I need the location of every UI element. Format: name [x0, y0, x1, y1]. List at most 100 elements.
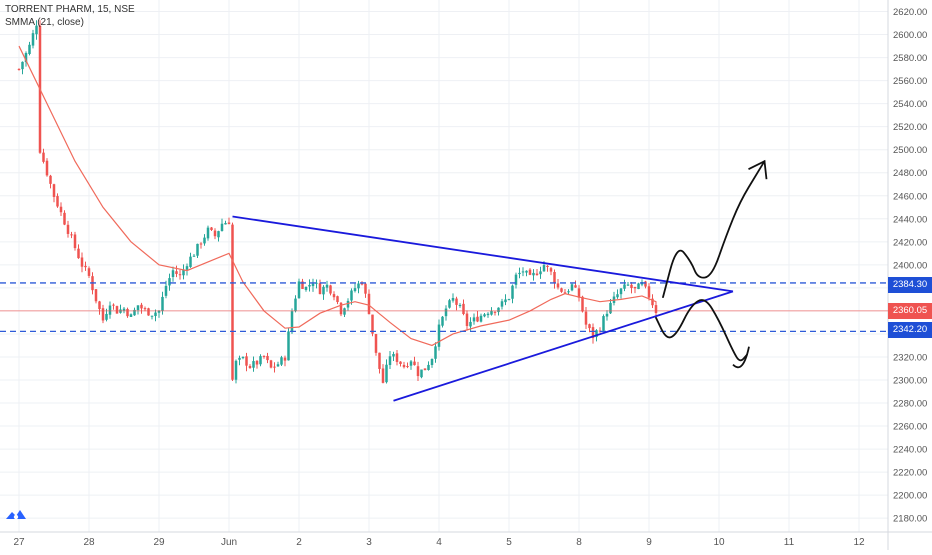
- candle-body: [329, 285, 332, 294]
- y-tick-label: 2540.00: [893, 99, 927, 110]
- candle-body: [343, 308, 346, 315]
- candle-body: [339, 302, 343, 315]
- chart-symbol-title: TORRENT PHARM, 15, NSE: [5, 4, 135, 15]
- candle-body: [549, 268, 553, 272]
- candle-body: [490, 311, 493, 315]
- candle-body: [28, 44, 31, 54]
- bullish-projection-curve: [662, 160, 766, 298]
- candle-body: [654, 305, 658, 313]
- y-tick-label: 2400.00: [893, 260, 927, 271]
- candle-body: [290, 311, 294, 333]
- candle-body: [318, 283, 322, 295]
- resistance-price-tag: 2384.30: [888, 277, 932, 293]
- candle-body: [350, 290, 353, 301]
- candle-body: [385, 364, 388, 383]
- candle-body: [262, 355, 266, 357]
- candle-body: [507, 299, 511, 301]
- candle-body: [112, 304, 115, 306]
- candle-body: [150, 315, 154, 317]
- y-tick-label: 2580.00: [893, 53, 927, 64]
- y-tick-label: 2220.00: [893, 468, 927, 479]
- candle-body: [266, 355, 269, 361]
- candle-body: [63, 212, 66, 225]
- candle-body: [241, 356, 245, 359]
- candle-body: [630, 284, 633, 288]
- candle-body: [238, 357, 241, 360]
- y-tick-label: 2200.00: [893, 491, 927, 502]
- candle-body: [259, 356, 262, 365]
- support-price-tag: 2342.20: [888, 322, 932, 338]
- candle-body: [42, 152, 45, 162]
- y-tick-label: 2440.00: [893, 214, 927, 225]
- x-tick-label: 11: [784, 537, 795, 548]
- candle-body: [542, 265, 546, 272]
- candle-body: [472, 317, 476, 322]
- candle-body: [213, 230, 217, 237]
- x-tick-label: 12: [853, 537, 865, 548]
- candle-body: [616, 294, 619, 298]
- candle-body: [21, 61, 24, 70]
- candle-body: [77, 248, 80, 259]
- y-tick-label: 2260.00: [893, 422, 927, 433]
- y-tick-label: 2280.00: [893, 399, 927, 410]
- candle-body: [161, 296, 164, 311]
- candle-body: [570, 284, 574, 291]
- candle-body: [581, 296, 584, 312]
- candle-body: [577, 288, 581, 298]
- x-tick-label: 5: [506, 537, 512, 548]
- candle-body: [87, 268, 91, 276]
- candle-body: [171, 270, 175, 277]
- candle-body: [206, 227, 210, 239]
- candle-body: [297, 281, 301, 299]
- x-tick-label: 9: [646, 537, 652, 548]
- candle-body: [122, 308, 126, 311]
- candle-body: [311, 283, 315, 287]
- candle-body: [483, 314, 486, 317]
- candle-body: [626, 284, 630, 286]
- candle-body: [157, 310, 161, 313]
- y-tick-label: 2500.00: [893, 145, 927, 156]
- candle-body: [619, 288, 623, 295]
- y-tick-label: 2480.00: [893, 168, 927, 179]
- candle-body: [399, 361, 402, 364]
- candle-body: [497, 307, 500, 313]
- candle-body: [633, 286, 637, 289]
- candle-body: [430, 358, 434, 365]
- candle-body: [395, 353, 399, 362]
- candle-body: [563, 292, 567, 294]
- last-price-tag: 2360.05: [888, 303, 932, 319]
- candle-body: [168, 278, 171, 286]
- price-axis-panel: [888, 0, 932, 550]
- y-tick-label: 2620.00: [893, 7, 927, 18]
- candle-body: [73, 234, 77, 249]
- x-tick-label: Jun: [221, 537, 237, 548]
- candle-body: [392, 354, 395, 357]
- candle-body: [308, 284, 311, 287]
- tradingview-logo-icon[interactable]: [5, 505, 27, 523]
- candle-body: [164, 285, 168, 296]
- candle-body: [360, 283, 364, 285]
- y-tick-label: 2460.00: [893, 191, 927, 202]
- candle-body: [455, 298, 458, 305]
- candle-body: [409, 361, 413, 366]
- x-tick-label: 27: [13, 537, 25, 548]
- candle-body: [189, 256, 192, 267]
- candle-body: [154, 312, 157, 317]
- candle-body: [476, 316, 479, 322]
- candle-body: [458, 304, 462, 307]
- candle-body: [185, 266, 189, 270]
- candle-body: [248, 366, 252, 368]
- candle-body: [234, 360, 238, 380]
- bearish-arrowhead: [732, 346, 750, 369]
- candle-body: [129, 314, 133, 317]
- candle-body: [556, 283, 560, 288]
- candle-body: [381, 368, 385, 383]
- candle-body: [56, 196, 59, 207]
- candle-body: [31, 33, 35, 46]
- candle-body: [528, 269, 532, 275]
- triangle-trendline: [232, 215, 734, 293]
- bearish-projection-curve: [655, 299, 748, 362]
- candle-body: [49, 175, 52, 184]
